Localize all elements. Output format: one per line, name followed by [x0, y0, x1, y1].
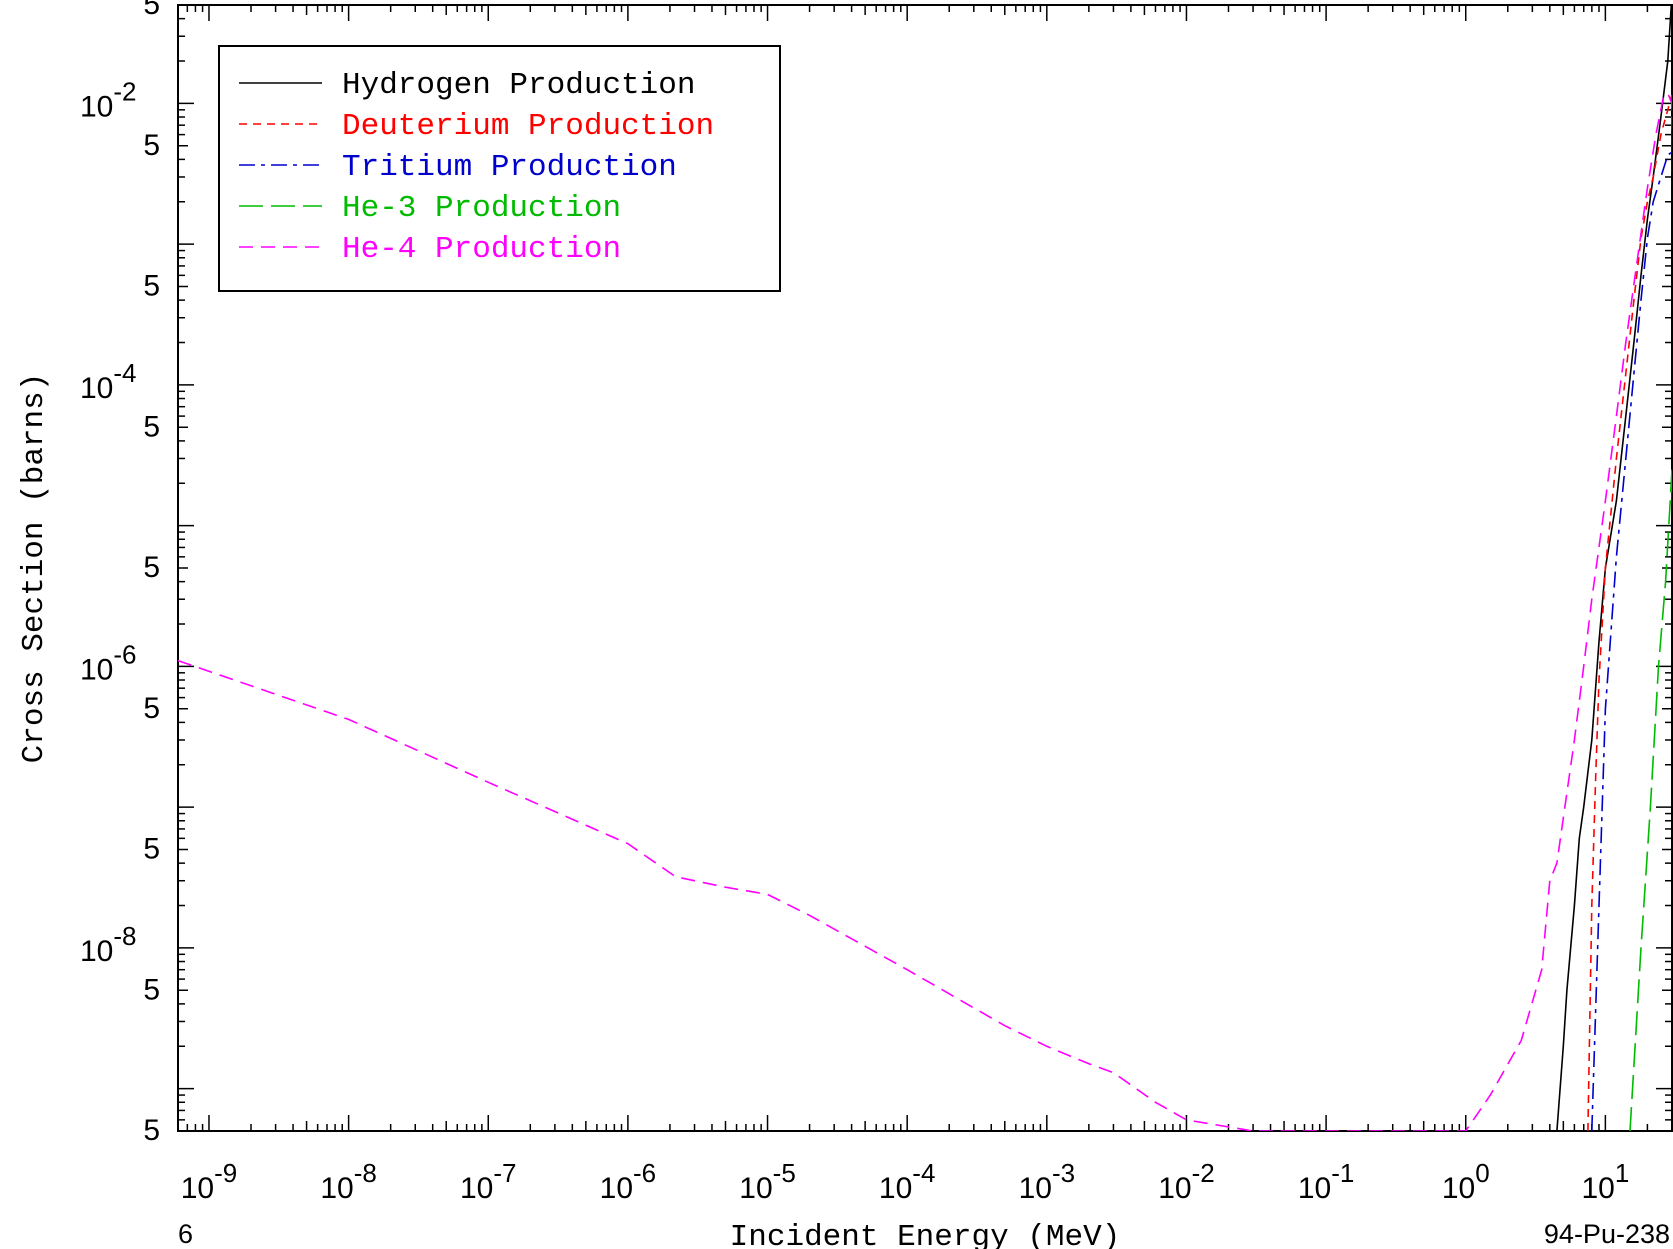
- y-minor-tick-label: 5: [143, 551, 160, 584]
- x-tick-label: 100: [1442, 1158, 1490, 1205]
- legend-label: He-4 Production: [342, 232, 621, 267]
- x-tick-label: 10-6: [600, 1158, 657, 1205]
- y-axis-title: Cross Section (barns): [17, 373, 52, 764]
- y-minor-tick-label: 5: [143, 833, 160, 866]
- x-tick-label: 10-2: [1158, 1158, 1215, 1205]
- series-line-he-3-production: [1629, 469, 1672, 1131]
- axis-ticks: [177, 4, 1673, 1132]
- y-minor-tick-label: 5: [143, 0, 160, 21]
- legend-label: He-3 Production: [342, 191, 621, 226]
- x-tick-label: 10-5: [739, 1158, 796, 1205]
- y-minor-tick-label: 5: [143, 410, 160, 443]
- tick-labels: 10-9 10-8 10-7 10-6 10-5 10-4 10-3 10-2 10-1 100 1…: [80, 0, 1629, 1205]
- series-layer: [178, 5, 1672, 1131]
- legend-label: Tritium Production: [342, 150, 677, 185]
- y-minor-tick-label: 5: [143, 270, 160, 303]
- x-tick-label: 10-3: [1019, 1158, 1076, 1205]
- legend-label: Hydrogen Production: [342, 68, 695, 103]
- legend: Hydrogen Production Deuterium Production T…: [218, 45, 781, 292]
- x-tick-label: 10-9: [181, 1158, 238, 1205]
- y-minor-tick-label: 5: [143, 692, 160, 725]
- legend-box: [218, 45, 781, 292]
- footer-right-label: 94-Pu-238: [1544, 1219, 1670, 1249]
- x-tick-label: 10-1: [1298, 1158, 1355, 1205]
- legend-label: Deuterium Production: [342, 109, 714, 144]
- y-minor-tick-label: 5: [143, 973, 160, 1006]
- x-tick-label: 10-7: [460, 1158, 516, 1205]
- x-tick-label: 10-8: [320, 1158, 377, 1205]
- plot-frame: [177, 4, 1673, 1132]
- series-line-tritium-production: [1591, 151, 1672, 1131]
- y-tick-label: 10-2: [80, 76, 137, 123]
- x-tick-label: 101: [1581, 1158, 1629, 1205]
- series-line-he-4-production: [178, 91, 1672, 1131]
- series-line-deuterium-production: [1587, 94, 1672, 1131]
- x-axis-title: Incident Energy (MeV): [730, 1220, 1121, 1249]
- series-line-hydrogen-production: [1556, 5, 1672, 1131]
- footer-left-label: 6: [178, 1219, 193, 1249]
- y-minor-tick-label: 5: [143, 1114, 160, 1147]
- y-minor-tick-label: 5: [143, 129, 160, 162]
- y-tick-label: 10-4: [80, 358, 137, 405]
- x-tick-label: 10-4: [879, 1158, 936, 1205]
- y-tick-label: 10-8: [80, 921, 137, 968]
- y-tick-label: 10-6: [80, 639, 137, 686]
- legend-items: Hydrogen Production Deuterium Production T…: [239, 68, 714, 267]
